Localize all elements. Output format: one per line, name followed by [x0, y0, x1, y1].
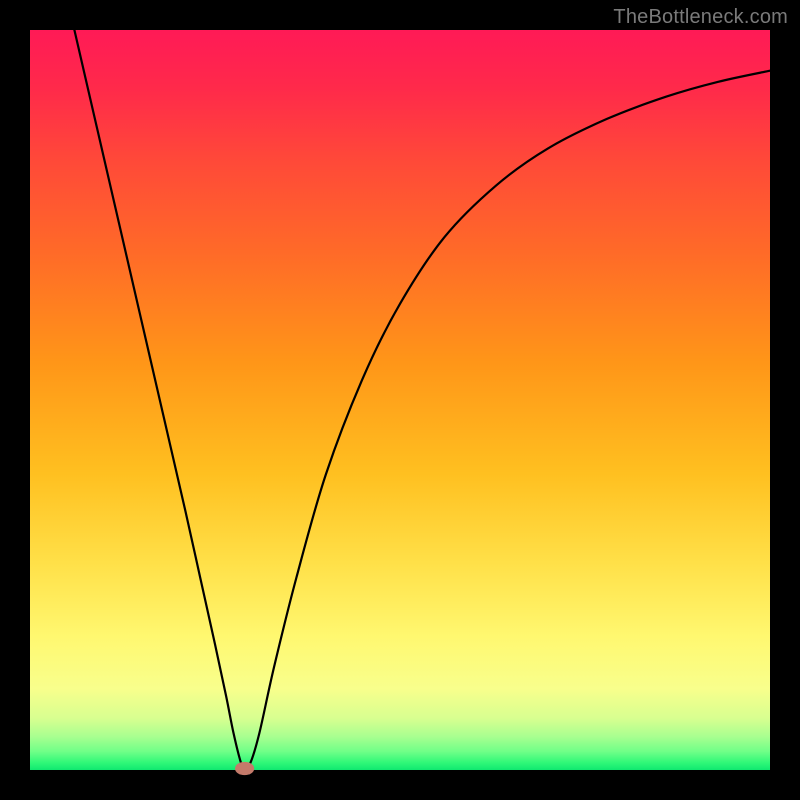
bottleneck-chart: [0, 0, 800, 800]
optimal-point-marker: [235, 762, 254, 775]
chart-container: TheBottleneck.com: [0, 0, 800, 800]
plot-gradient-background: [30, 30, 770, 770]
watermark-text: TheBottleneck.com: [613, 6, 788, 29]
